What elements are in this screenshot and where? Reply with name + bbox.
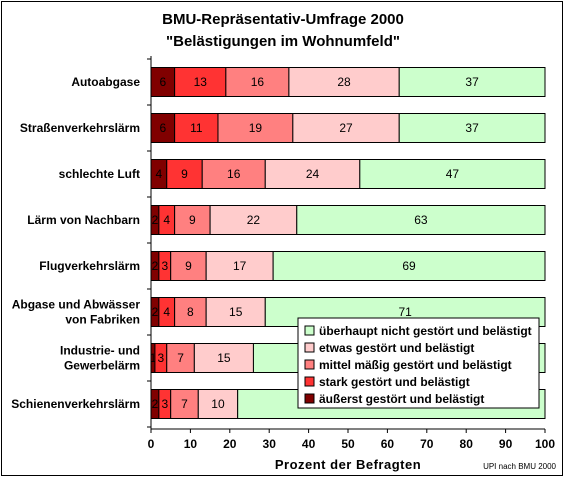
x-tick-label: 100 xyxy=(535,437,555,451)
legend-label: stark gestört und belästigt xyxy=(319,375,470,389)
bar-value-label: 4 xyxy=(163,305,170,319)
bar-segment xyxy=(205,297,266,327)
bar-segment xyxy=(166,159,203,189)
bar-value-label: 19 xyxy=(249,121,263,135)
bar-segment xyxy=(170,251,207,281)
bar-value-label: 6 xyxy=(159,121,166,135)
bar-segment xyxy=(201,159,266,189)
x-tick-label: 30 xyxy=(263,437,277,451)
bar-value-label: 4 xyxy=(156,167,163,181)
bar-segment xyxy=(166,343,195,373)
category-label: Flugverkehrslärm xyxy=(39,259,140,273)
legend-swatch xyxy=(304,359,315,370)
category-label: Lärm von Nachbarn xyxy=(27,213,140,227)
bar-value-label: 22 xyxy=(247,213,261,227)
bar-value-label: 15 xyxy=(229,305,243,319)
bar-value-label: 7 xyxy=(181,397,188,411)
bar-value-label: 16 xyxy=(251,75,265,89)
category-label: Schienenverkehrslärm xyxy=(11,397,140,411)
bar-value-label: 16 xyxy=(227,167,241,181)
bar-segment xyxy=(398,67,546,97)
x-tick-label: 20 xyxy=(223,437,237,451)
bar-value-label: 3 xyxy=(161,259,168,273)
bar-value-label: 27 xyxy=(339,121,353,135)
legend-label: überhaupt nicht gestört und belästigt xyxy=(319,324,532,338)
x-tick-label: 50 xyxy=(341,437,355,451)
category-label: Abgase und Abwässer xyxy=(12,298,141,312)
bar-value-label: 69 xyxy=(402,259,416,273)
bar-value-label: 3 xyxy=(158,351,165,365)
bar-segment xyxy=(174,113,219,143)
legend-swatch xyxy=(304,342,315,353)
source-note: UPI nach BMU 2000 xyxy=(483,462,556,471)
legend-label: mittel mäßig gestört und belästigt xyxy=(319,358,512,372)
bar-segment xyxy=(174,67,227,97)
bar-value-label: 71 xyxy=(398,305,412,319)
bar-segment xyxy=(193,343,254,373)
x-tick-label: 90 xyxy=(499,437,513,451)
bar-segment xyxy=(272,251,546,281)
bar-value-label: 63 xyxy=(414,213,428,227)
bar-value-label: 2 xyxy=(152,397,159,411)
category-label: von Fabriken xyxy=(65,313,140,327)
legend-label: etwas gestört und belästigt xyxy=(319,341,474,355)
bar-value-label: 2 xyxy=(152,213,159,227)
x-tick-label: 60 xyxy=(381,437,395,451)
x-tick-label: 10 xyxy=(184,437,198,451)
bar-value-label: 13 xyxy=(194,75,208,89)
legend-swatch xyxy=(304,376,315,387)
legend-label: äußerst gestört und belästigt xyxy=(319,392,484,406)
bar-value-label: 2 xyxy=(152,259,159,273)
bar-segment xyxy=(170,389,199,419)
legend-box xyxy=(297,317,540,409)
bar-value-label: 1 xyxy=(150,351,157,365)
legend-swatch xyxy=(304,393,315,404)
bar-segment xyxy=(359,159,546,189)
category-label: schlechte Luft xyxy=(59,167,140,181)
bar-segment xyxy=(398,113,546,143)
bar-value-label: 4 xyxy=(163,213,170,227)
bar-value-label: 24 xyxy=(306,167,320,181)
bar-segment xyxy=(296,205,546,235)
bar-value-label: 11 xyxy=(190,121,203,135)
chart-title: BMU-Repräsentativ-Umfrage 2000 xyxy=(162,11,404,28)
bar-segment xyxy=(205,251,274,281)
x-axis-label: Prozent der Befragten xyxy=(275,457,421,472)
x-tick-label: 80 xyxy=(460,437,474,451)
bar-value-label: 15 xyxy=(217,351,231,365)
bar-value-label: 9 xyxy=(189,213,196,227)
bar-value-label: 17 xyxy=(233,259,247,273)
category-label: Autoabgase xyxy=(71,75,140,89)
bar-value-label: 9 xyxy=(185,259,192,273)
bar-value-label: 7 xyxy=(177,351,184,365)
bar-segment xyxy=(209,205,298,235)
chart-subtitle: "Belästigungen im Wohnumfeld" xyxy=(166,33,400,50)
category-label: Industrie- und xyxy=(60,344,140,358)
bar-value-label: 8 xyxy=(187,305,194,319)
bar-value-label: 10 xyxy=(211,397,225,411)
bar-value-label: 9 xyxy=(181,167,188,181)
bar-segment xyxy=(292,113,400,143)
legend-swatch xyxy=(304,325,315,336)
bar-value-label: 28 xyxy=(337,75,351,89)
bar-value-label: 6 xyxy=(159,75,166,89)
category-label: Gewerbelärm xyxy=(64,359,140,373)
bar-segment xyxy=(225,67,290,97)
x-tick-label: 40 xyxy=(302,437,316,451)
category-label: Straßenverkehrslärm xyxy=(20,121,140,135)
x-tick-label: 70 xyxy=(420,437,434,451)
bar-value-label: 47 xyxy=(446,167,460,181)
bar-value-label: 2 xyxy=(152,305,159,319)
bar-segment xyxy=(197,389,239,419)
bar-value-label: 37 xyxy=(465,121,479,135)
bar-value-label: 3 xyxy=(161,397,168,411)
bar-segment xyxy=(264,159,361,189)
x-tick-label: 0 xyxy=(148,437,155,451)
bar-value-label: 37 xyxy=(465,75,479,89)
